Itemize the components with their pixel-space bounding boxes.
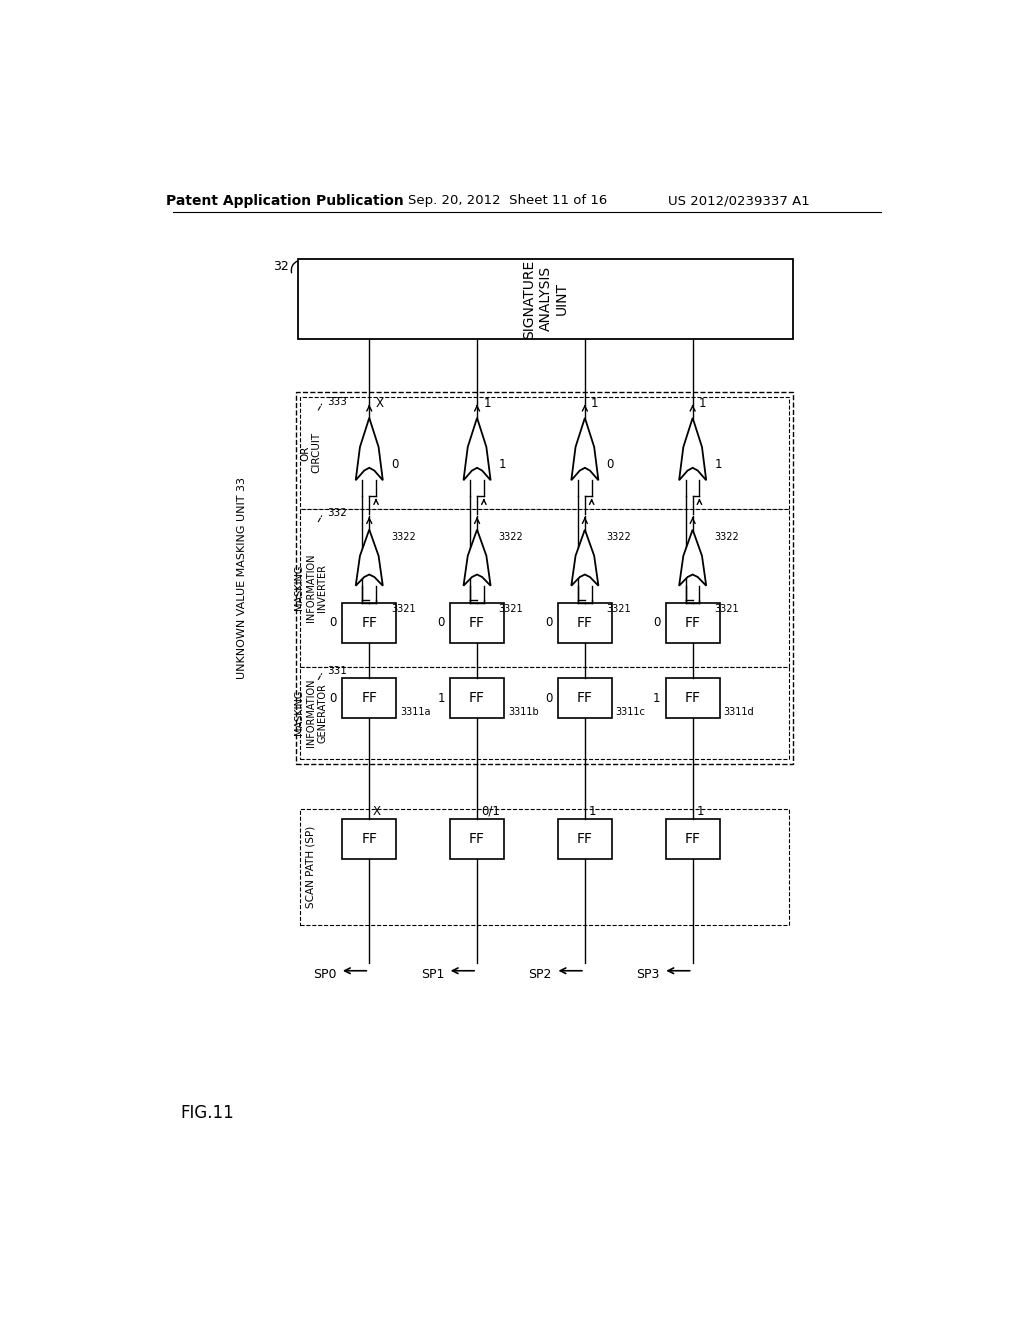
Polygon shape [571, 529, 598, 586]
Text: MASKING
INFORMATION
INVERTER: MASKING INFORMATION INVERTER [294, 553, 328, 622]
Text: FF: FF [469, 832, 485, 846]
Bar [298, 259, 793, 339]
Polygon shape [679, 529, 707, 586]
Text: 333: 333 [327, 397, 347, 407]
Text: Patent Application Publication: Patent Application Publication [166, 194, 403, 207]
Text: 1: 1 [653, 692, 660, 705]
Text: X: X [373, 805, 381, 818]
Bar [296, 392, 793, 763]
Text: 0: 0 [606, 458, 613, 471]
Bar [451, 603, 504, 643]
Text: 0: 0 [391, 458, 398, 471]
Polygon shape [571, 418, 598, 480]
Bar [666, 603, 720, 643]
Polygon shape [464, 529, 490, 586]
Text: FF: FF [361, 692, 377, 705]
Bar [558, 678, 611, 718]
Text: 331: 331 [327, 667, 347, 676]
Text: 3311b: 3311b [508, 708, 539, 717]
Text: FF: FF [577, 692, 593, 705]
Text: FF: FF [685, 692, 700, 705]
Text: FF: FF [685, 615, 700, 630]
Text: 0: 0 [653, 616, 660, 630]
Text: 1: 1 [698, 397, 707, 409]
Text: SCAN PATH (SP): SCAN PATH (SP) [306, 826, 315, 908]
Text: 3321: 3321 [606, 603, 631, 614]
Text: OR
CIRCUIT: OR CIRCUIT [300, 433, 322, 474]
Bar [666, 818, 720, 859]
Polygon shape [679, 418, 707, 480]
Text: SIGNATURE
ANALYSIS
UINT: SIGNATURE ANALYSIS UINT [522, 259, 568, 338]
Text: FF: FF [361, 832, 377, 846]
Polygon shape [355, 529, 383, 586]
Text: 3321: 3321 [714, 603, 739, 614]
Bar [342, 818, 396, 859]
Text: 0: 0 [330, 692, 337, 705]
Text: X: X [376, 397, 383, 409]
Text: Sep. 20, 2012  Sheet 11 of 16: Sep. 20, 2012 Sheet 11 of 16 [409, 194, 607, 207]
Text: 1: 1 [499, 458, 506, 471]
Text: MASKING
INFORMATION
GENERATOR: MASKING INFORMATION GENERATOR [294, 678, 328, 747]
Text: FF: FF [469, 615, 485, 630]
Bar [558, 603, 611, 643]
Text: 3322: 3322 [391, 532, 416, 543]
Text: SP3: SP3 [636, 968, 659, 981]
Polygon shape [464, 418, 490, 480]
Text: 3321: 3321 [391, 603, 416, 614]
Polygon shape [355, 418, 383, 480]
Text: 0/1: 0/1 [481, 805, 500, 818]
Text: 0: 0 [545, 692, 553, 705]
Bar [300, 508, 788, 667]
Text: FF: FF [685, 832, 700, 846]
Text: 3321: 3321 [499, 603, 523, 614]
Text: 1: 1 [591, 397, 598, 409]
Text: UNKNOWN VALUE MASKING UNIT 33: UNKNOWN VALUE MASKING UNIT 33 [238, 477, 247, 678]
Bar [300, 667, 788, 759]
Text: SP1: SP1 [421, 968, 444, 981]
Text: 1: 1 [714, 458, 722, 471]
Bar [342, 603, 396, 643]
Text: FF: FF [469, 692, 485, 705]
Text: FF: FF [577, 615, 593, 630]
Text: 3322: 3322 [714, 532, 739, 543]
Text: 1: 1 [437, 692, 444, 705]
Text: FF: FF [361, 615, 377, 630]
Text: 1: 1 [483, 397, 490, 409]
Text: 32: 32 [273, 260, 289, 273]
Text: 0: 0 [330, 616, 337, 630]
Bar [666, 678, 720, 718]
Text: FF: FF [577, 832, 593, 846]
Text: FIG.11: FIG.11 [180, 1105, 234, 1122]
Text: 3322: 3322 [606, 532, 631, 543]
Text: 0: 0 [437, 616, 444, 630]
Text: 3311d: 3311d [724, 708, 754, 717]
Bar [342, 678, 396, 718]
Text: 1: 1 [696, 805, 705, 818]
Text: SP2: SP2 [528, 968, 552, 981]
Bar [451, 678, 504, 718]
Text: 3322: 3322 [499, 532, 523, 543]
Text: 1: 1 [589, 805, 596, 818]
Bar [300, 397, 788, 508]
Text: 3311c: 3311c [615, 708, 645, 717]
Text: SP0: SP0 [313, 968, 336, 981]
Bar [451, 818, 504, 859]
Text: 3311a: 3311a [400, 708, 430, 717]
Bar [300, 809, 788, 924]
Bar [558, 818, 611, 859]
Text: 332: 332 [327, 508, 347, 519]
Text: US 2012/0239337 A1: US 2012/0239337 A1 [668, 194, 810, 207]
Text: 0: 0 [545, 616, 553, 630]
